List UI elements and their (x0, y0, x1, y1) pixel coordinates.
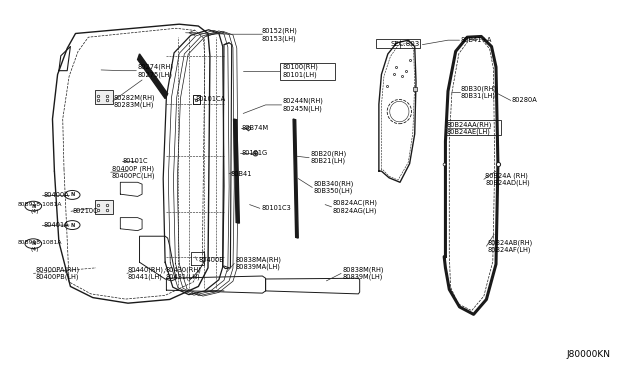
Text: 80B918-1081A: 80B918-1081A (18, 202, 63, 207)
Text: 80824AG(LH): 80824AG(LH) (333, 207, 378, 214)
Text: 80400PB(LH): 80400PB(LH) (35, 274, 79, 280)
Text: 80401A: 80401A (44, 222, 69, 228)
Text: 80B30(RH): 80B30(RH) (461, 85, 497, 92)
Text: 80153(LH): 80153(LH) (261, 35, 296, 42)
Text: 80B21(LH): 80B21(LH) (310, 158, 346, 164)
Text: 80B350(LH): 80B350(LH) (314, 187, 353, 194)
Text: 80101(LH): 80101(LH) (283, 71, 317, 78)
Text: 80440(RH): 80440(RH) (128, 267, 164, 273)
Text: 80B41+A: 80B41+A (461, 37, 492, 43)
Text: 80824AC(RH): 80824AC(RH) (333, 200, 378, 206)
Circle shape (25, 201, 42, 211)
Text: 80152(RH): 80152(RH) (261, 27, 297, 34)
Polygon shape (138, 54, 168, 99)
Text: 80101C: 80101C (123, 158, 148, 164)
Text: 80100(RH): 80100(RH) (283, 64, 319, 70)
Text: 80838M(RH): 80838M(RH) (342, 267, 384, 273)
Text: 80B24AF(LH): 80B24AF(LH) (488, 246, 531, 253)
Text: 80245N(LH): 80245N(LH) (283, 105, 323, 112)
Text: (4): (4) (31, 247, 39, 252)
Text: 80431(LH): 80431(LH) (165, 274, 200, 280)
Text: 80275(LH): 80275(LH) (138, 71, 173, 78)
Text: 80B20(RH): 80B20(RH) (310, 151, 347, 157)
Text: 80B31(LH): 80B31(LH) (461, 92, 496, 99)
Text: 80210C: 80210C (72, 208, 98, 214)
FancyBboxPatch shape (95, 200, 113, 214)
Text: 80283M(LH): 80283M(LH) (114, 102, 154, 108)
Text: N: N (70, 192, 74, 198)
Text: 80430(RH): 80430(RH) (165, 267, 201, 273)
Text: 80838MA(RH): 80838MA(RH) (236, 256, 282, 263)
Text: J80000KN: J80000KN (567, 350, 611, 359)
Text: (4): (4) (31, 209, 39, 214)
Text: 80B24AA(RH): 80B24AA(RH) (447, 121, 492, 128)
Text: N: N (31, 203, 35, 209)
FancyBboxPatch shape (95, 90, 113, 104)
Text: 80244N(RH): 80244N(RH) (283, 98, 324, 105)
Text: 80B24A (RH): 80B24A (RH) (485, 172, 528, 179)
Text: SEC.803: SEC.803 (390, 41, 420, 47)
Text: 80B41: 80B41 (230, 171, 252, 177)
Bar (376, 39, 420, 48)
Text: 80B340(RH): 80B340(RH) (314, 180, 354, 187)
Text: 80400PA(RH): 80400PA(RH) (35, 267, 79, 273)
Text: N: N (70, 222, 74, 228)
Text: 80B918-1081A: 80B918-1081A (18, 240, 63, 245)
Text: 80280A: 80280A (512, 97, 538, 103)
Circle shape (65, 221, 80, 230)
Text: 80839MA(LH): 80839MA(LH) (236, 263, 280, 270)
Text: 80274(RH): 80274(RH) (138, 64, 173, 70)
Text: 80400PC(LH): 80400PC(LH) (112, 173, 156, 179)
Text: 80B24AD(LH): 80B24AD(LH) (485, 179, 530, 186)
Text: N: N (31, 241, 35, 246)
Text: 80101C3: 80101C3 (261, 205, 291, 211)
Circle shape (65, 190, 80, 199)
Circle shape (25, 239, 42, 248)
Text: 80B24AB(RH): 80B24AB(RH) (488, 239, 533, 246)
Text: 80441(LH): 80441(LH) (128, 274, 163, 280)
Text: 80400B: 80400B (198, 257, 224, 263)
Bar (280, 63, 335, 80)
Text: 80839M(LH): 80839M(LH) (342, 274, 383, 280)
Text: 80B24AE(LH): 80B24AE(LH) (447, 128, 491, 135)
Text: 80101CA: 80101CA (195, 96, 225, 102)
Polygon shape (234, 119, 239, 223)
Polygon shape (293, 119, 298, 238)
Bar (445, 120, 501, 135)
Text: 80400A: 80400A (44, 192, 69, 198)
Text: 80282M(RH): 80282M(RH) (114, 94, 156, 101)
Text: 80400P (RH): 80400P (RH) (112, 165, 154, 172)
Text: 80B74M: 80B74M (242, 125, 269, 131)
Text: 80101G: 80101G (242, 150, 268, 155)
